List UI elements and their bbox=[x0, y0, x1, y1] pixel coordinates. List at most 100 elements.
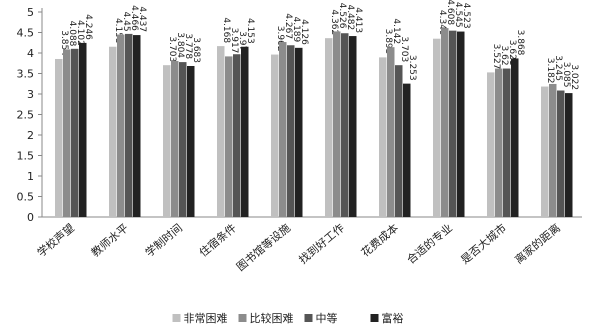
bar bbox=[333, 31, 341, 217]
bar bbox=[349, 36, 357, 217]
bar-value-label: 4.349 bbox=[437, 10, 447, 36]
bar bbox=[55, 58, 63, 218]
y-tick-label: 2.5 bbox=[17, 109, 35, 122]
legend-label: 富裕 bbox=[382, 311, 404, 325]
bar bbox=[449, 30, 457, 218]
bar-value-label: 4.126 bbox=[299, 19, 309, 45]
y-tick-label: 3 bbox=[27, 88, 34, 101]
bar-value-label: 4.545 bbox=[453, 2, 463, 28]
bar bbox=[187, 65, 195, 217]
bar-value-label: 4.526 bbox=[337, 3, 347, 29]
bar-value-label: 4.608 bbox=[445, 0, 455, 25]
bar-value-label: 4.45 bbox=[121, 12, 131, 32]
legend-swatch bbox=[238, 314, 247, 322]
legend-swatch bbox=[370, 314, 379, 322]
bar bbox=[117, 34, 125, 217]
y-tick-label: 4 bbox=[27, 47, 34, 60]
bar-value-label: 3.868 bbox=[515, 30, 525, 56]
bar-value-label: 3.703 bbox=[399, 36, 409, 62]
bar bbox=[163, 65, 171, 217]
y-tick-label: 4.5 bbox=[17, 27, 35, 40]
bar-value-label: 4.189 bbox=[291, 16, 301, 42]
bar bbox=[63, 49, 71, 217]
bar bbox=[233, 54, 241, 218]
bar bbox=[565, 93, 573, 217]
category-label: 花费成本 bbox=[358, 221, 401, 260]
bar-value-label: 4.362 bbox=[329, 9, 339, 35]
bar-value-label: 4.523 bbox=[461, 3, 471, 29]
bar-value-label: 3.962 bbox=[275, 26, 285, 52]
category-label: 学制时间 bbox=[142, 221, 185, 260]
bar bbox=[511, 58, 519, 217]
bar bbox=[295, 47, 303, 217]
category-label: 图书馆等设施 bbox=[233, 221, 293, 274]
legend-label: 中等 bbox=[316, 311, 338, 325]
bar-value-label: 4.482 bbox=[345, 4, 355, 30]
y-tick-label: 2 bbox=[27, 129, 34, 142]
bar-value-label: 3.621 bbox=[507, 40, 517, 66]
bar bbox=[395, 65, 403, 217]
y-tick-label: 3.5 bbox=[17, 68, 35, 81]
bar bbox=[403, 83, 411, 217]
bar-value-label: 4.153 bbox=[113, 18, 123, 44]
bar bbox=[217, 46, 225, 217]
bar-value-label: 3.854 bbox=[59, 30, 69, 56]
bar bbox=[433, 38, 441, 217]
bar bbox=[287, 45, 295, 217]
y-tick-label: 1.5 bbox=[17, 150, 35, 163]
bar bbox=[549, 83, 557, 217]
bar-value-label: 3.253 bbox=[407, 55, 417, 81]
bar-value-label: 3.683 bbox=[191, 37, 201, 63]
bar bbox=[179, 62, 187, 217]
bar-value-label: 3.778 bbox=[183, 33, 193, 59]
bar-value-label: 4.088 bbox=[67, 21, 77, 47]
category-label: 住宿条件 bbox=[196, 221, 239, 260]
bar bbox=[341, 33, 349, 217]
y-tick-label: 0 bbox=[27, 211, 34, 224]
bar-value-label: 4.413 bbox=[353, 7, 363, 33]
bar bbox=[279, 42, 287, 217]
bar-value-label: 3.703 bbox=[167, 36, 177, 62]
bar-value-label: 3.527 bbox=[491, 44, 501, 70]
legend-label: 非常困难 bbox=[184, 312, 228, 325]
bar-value-label: 3.022 bbox=[569, 64, 579, 90]
category-label: 学校声望 bbox=[34, 221, 77, 260]
bar-value-label: 4.168 bbox=[221, 17, 231, 43]
bar-value-label: 4.437 bbox=[137, 6, 147, 32]
legend-swatch bbox=[304, 314, 313, 322]
legend-label: 比较困难 bbox=[250, 311, 294, 325]
category-label: 是否大城市 bbox=[458, 221, 509, 267]
bar bbox=[487, 72, 495, 217]
bar bbox=[79, 42, 87, 217]
bar bbox=[503, 68, 511, 217]
bar-value-label: 3.893 bbox=[383, 29, 393, 55]
category-label: 离家的距离 bbox=[512, 221, 563, 267]
bar-value-label: 3.182 bbox=[545, 58, 555, 84]
bar-value-label: 4.102 bbox=[75, 20, 85, 46]
bar-value-label: 4.267 bbox=[283, 13, 293, 39]
bar bbox=[457, 31, 465, 217]
bar bbox=[325, 38, 333, 217]
bar-value-label: 4.466 bbox=[129, 5, 139, 31]
bar bbox=[133, 35, 141, 217]
legend-swatch bbox=[172, 314, 181, 322]
bar-value-label: 3.62 bbox=[499, 46, 509, 66]
bar-value-label: 3.917 bbox=[229, 28, 239, 54]
bar-value-label: 3.245 bbox=[553, 55, 563, 81]
bar bbox=[541, 86, 549, 218]
bar bbox=[441, 28, 449, 217]
bar bbox=[271, 54, 279, 217]
bar bbox=[387, 47, 395, 217]
bar bbox=[379, 57, 387, 218]
bar bbox=[557, 90, 565, 217]
bar-value-label: 3.97 bbox=[237, 31, 247, 51]
bar-value-label: 4.246 bbox=[83, 14, 93, 40]
bar bbox=[495, 68, 503, 217]
bar-value-label: 3.085 bbox=[561, 62, 571, 88]
category-label: 合适的专业 bbox=[404, 221, 455, 267]
category-label: 找到好工作 bbox=[296, 221, 347, 267]
y-tick-label: 5 bbox=[27, 6, 34, 19]
y-tick-label: 1 bbox=[27, 170, 34, 183]
